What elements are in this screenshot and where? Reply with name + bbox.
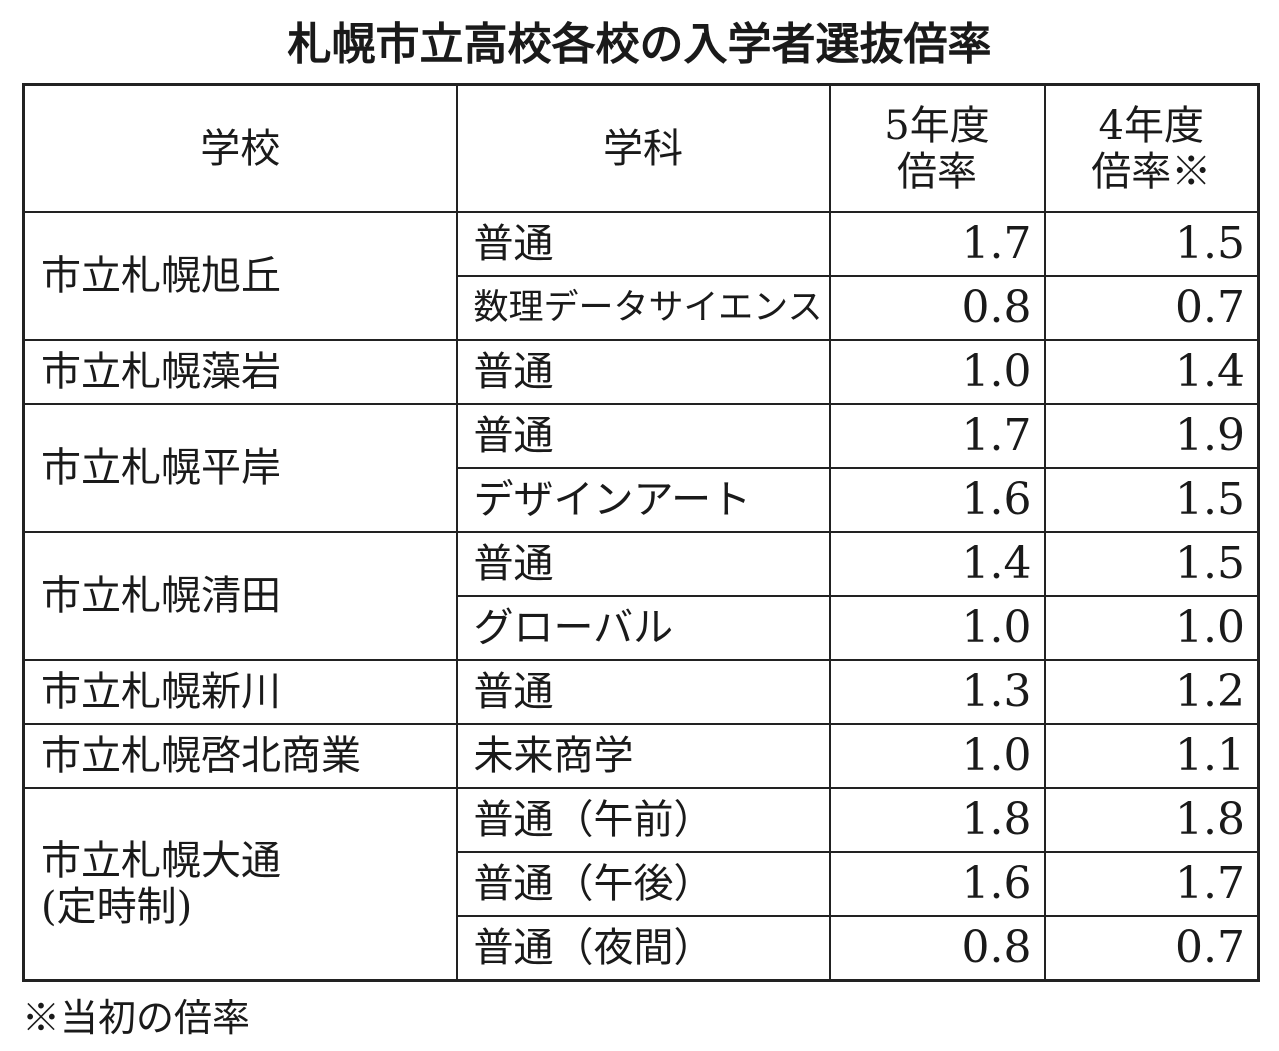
footnote: ※当初の倍率 [22, 996, 251, 1040]
table-row: 市立札幌啓北商業 未来商学 1.0 1.1 [22, 723, 1260, 789]
text-line: 倍率 [897, 148, 977, 195]
table-row: 市立札幌旭丘 普通 1.7 1.5 [22, 211, 1260, 341]
ratio-4: 0.7 [1043, 275, 1260, 341]
course-cell: 数理データサイエンス [455, 275, 831, 341]
school-cell: 市立札幌藻岩 [22, 339, 458, 405]
ratio-5: 0.8 [828, 915, 1046, 982]
ratio-4: 1.8 [1043, 787, 1260, 853]
header-cell: 5年度 倍率 [828, 83, 1046, 213]
table-row: 市立札幌平岸 普通 1.7 1.9 [22, 403, 1260, 533]
course-cell: 普通 [455, 531, 831, 597]
header-row: 学校 学科 5年度 倍率 4年度 倍率※ [22, 83, 1260, 213]
text-line: (定時制) [41, 884, 193, 930]
course-cell: 普通 [455, 403, 831, 469]
ratio-4: 1.5 [1043, 531, 1260, 597]
school-cell: 市立札幌啓北商業 [22, 723, 458, 789]
table-row: 市立札幌新川 普通 1.3 1.2 [22, 659, 1260, 725]
ratio-4: 1.0 [1043, 595, 1260, 661]
table-row: デザインアート 1.6 1.5 [24, 467, 1260, 533]
ratio-5: 1.0 [828, 595, 1046, 661]
text-line: 市立札幌新川 [41, 669, 281, 715]
course-cell: 普通 [455, 339, 831, 405]
ratio-4: 1.9 [1043, 403, 1260, 469]
course-cell: 普通（午後） [455, 851, 831, 917]
course-cell: 未来商学 [455, 723, 831, 789]
ratio-5: 1.0 [828, 339, 1046, 405]
text-line: 市立札幌平岸 [41, 445, 281, 491]
course-cell: 普通 [455, 211, 831, 277]
school-cell: 市立札幌旭丘 [22, 211, 458, 341]
table-row: 普通（夜間） 0.8 0.7 [24, 915, 1260, 982]
ratio-5: 1.6 [828, 467, 1046, 533]
ratio-5: 1.8 [828, 787, 1046, 853]
text-line: 学校 [200, 125, 281, 172]
text-line: 4年度 [1098, 102, 1204, 149]
header-cell: 4年度 倍率※ [1043, 83, 1260, 213]
text-line: 倍率※ [1091, 148, 1212, 195]
table-row: 市立札幌藻岩 普通 1.0 1.4 [22, 339, 1260, 405]
ratio-4: 1.5 [1043, 211, 1260, 277]
table-row: グローバル 1.0 1.0 [24, 595, 1260, 661]
text-line: 5年度 [884, 102, 990, 149]
text-line: 市立札幌旭丘 [41, 253, 281, 299]
school-cell: 市立札幌清田 [22, 531, 458, 661]
ratio-5: 0.8 [828, 275, 1046, 341]
title: 札幌市立高校各校の入学者選抜倍率 [287, 19, 992, 70]
ratio-5: 1.7 [828, 211, 1046, 277]
school-cell: 市立札幌新川 [22, 659, 458, 725]
ratio-5: 1.6 [828, 851, 1046, 917]
ratio-5: 1.0 [828, 723, 1046, 789]
table-row: 市立札幌大通 (定時制) 普通（午前） 1.8 1.8 [22, 787, 1260, 982]
ratio-5: 1.3 [828, 659, 1046, 725]
text-line: 市立札幌大通 [41, 838, 281, 884]
ratio-table: 学校 学科 5年度 倍率 4年度 倍率※ 市立札幌旭丘 普通 1.7 1.5 数理データサイエンス… [22, 83, 1260, 982]
header-cell: 学校 [22, 83, 458, 213]
ratio-4: 1.2 [1043, 659, 1260, 725]
ratio-4: 0.7 [1043, 915, 1260, 982]
course-cell: 普通 [455, 659, 831, 725]
text-line: 市立札幌啓北商業 [41, 733, 361, 779]
ratio-5: 1.7 [828, 403, 1046, 469]
course-cell: デザインアート [455, 467, 831, 533]
school-cell: 市立札幌大通 (定時制) [22, 787, 458, 982]
ratio-4: 1.4 [1043, 339, 1260, 405]
course-cell: 普通（午前） [455, 787, 831, 853]
header-cell: 学科 [455, 83, 831, 213]
text-line: 市立札幌藻岩 [41, 349, 281, 395]
course-cell: 普通（夜間） [455, 915, 831, 982]
ratio-4: 1.5 [1043, 467, 1260, 533]
ratio-4: 1.7 [1043, 851, 1260, 917]
text-line: 市立札幌清田 [41, 573, 281, 619]
ratio-5: 1.4 [828, 531, 1046, 597]
text-line: 学科 [603, 125, 683, 172]
course-cell: グローバル [455, 595, 831, 661]
table-row: 市立札幌清田 普通 1.4 1.5 [22, 531, 1260, 661]
table-row: 数理データサイエンス 0.8 0.7 [24, 275, 1260, 341]
table-body: 市立札幌旭丘 普通 1.7 1.5 数理データサイエンス 0.8 0.7 市立札幌藻岩 普通 1.… [22, 211, 1260, 982]
table-row: 普通（午後） 1.6 1.7 [24, 851, 1260, 917]
school-cell: 市立札幌平岸 [22, 403, 458, 533]
ratio-4: 1.1 [1043, 723, 1260, 789]
